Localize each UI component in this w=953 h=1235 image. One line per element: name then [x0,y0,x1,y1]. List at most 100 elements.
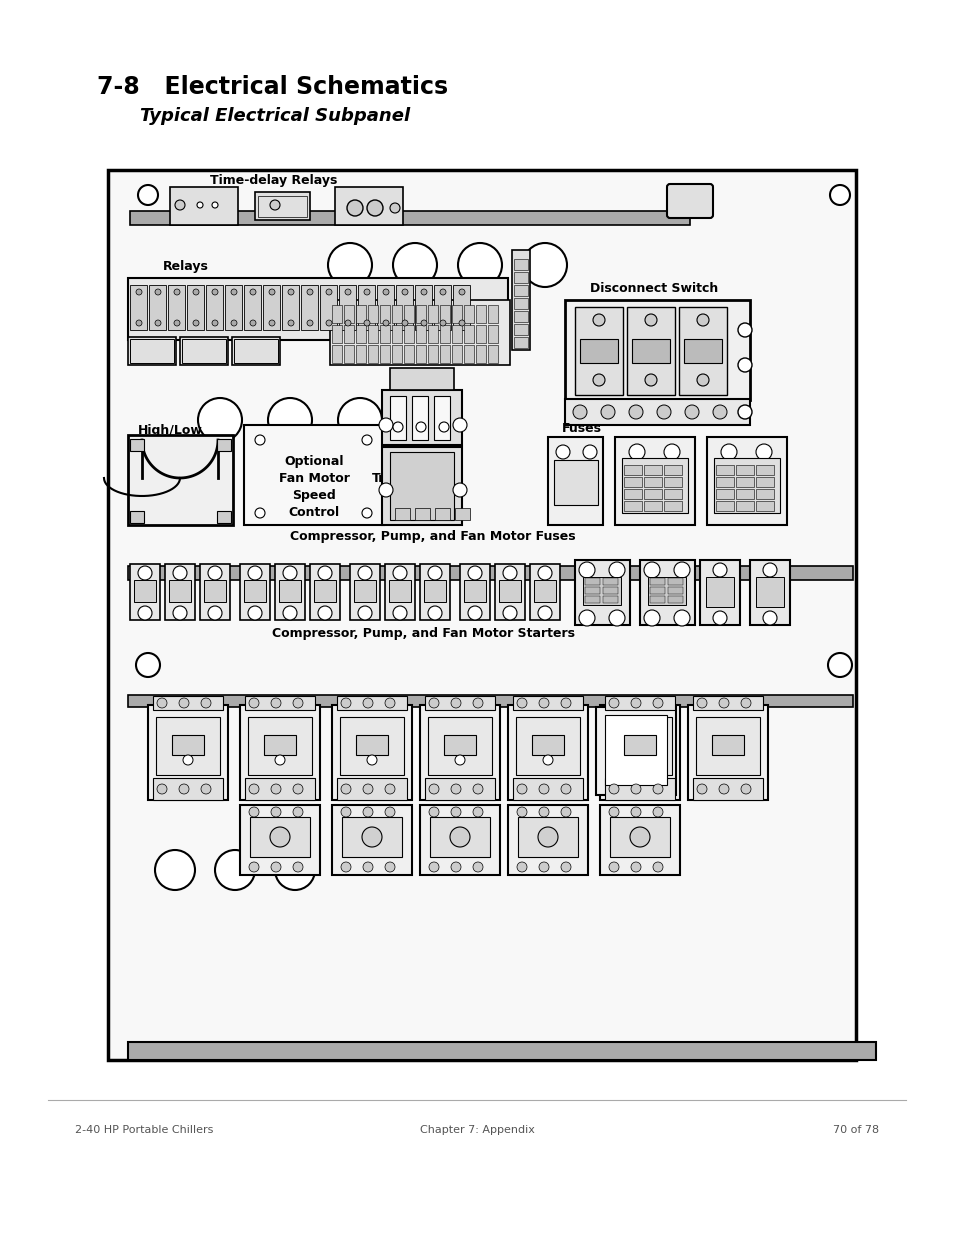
Text: T'stat: T'stat [138,438,178,452]
Circle shape [270,200,280,210]
Circle shape [271,784,281,794]
Bar [341,818,401,857]
Bar [314,580,335,601]
Bar [403,305,414,324]
Text: Compressor, Pump, and Fan Motor Starters: Compressor, Pump, and Fan Motor Starters [272,627,575,640]
Circle shape [293,698,303,708]
Circle shape [451,862,460,872]
Circle shape [393,422,402,432]
Bar [390,396,406,440]
Bar [390,452,454,520]
Circle shape [340,806,351,818]
Circle shape [712,405,726,419]
Bar [716,501,733,511]
Circle shape [345,289,351,295]
Bar [128,1042,875,1060]
Bar [514,311,527,322]
Bar [169,580,191,601]
Circle shape [451,698,460,708]
Bar [649,578,664,585]
Text: Optional
Fan Motor
Speed
Control: Optional Fan Motor Speed Control [278,454,349,519]
Circle shape [439,289,446,295]
Bar [128,337,175,366]
Bar [452,325,461,343]
Bar [455,508,470,520]
Bar [607,718,671,776]
Bar [713,458,780,513]
Bar [355,325,366,343]
Text: Relays: Relays [163,261,209,273]
Bar [216,438,231,451]
Circle shape [429,862,438,872]
Bar [206,285,223,330]
Circle shape [537,827,558,847]
Bar [379,345,390,363]
Bar [245,697,314,710]
Bar [584,578,599,585]
Bar [344,345,354,363]
Circle shape [673,562,689,578]
Circle shape [248,606,262,620]
Bar [647,577,685,605]
Circle shape [382,289,389,295]
Bar [379,325,390,343]
Bar [604,697,675,710]
Text: Control
Transformer: Control Transformer [372,454,457,485]
Bar [495,564,524,620]
Circle shape [173,320,180,326]
Bar [452,345,461,363]
Bar [463,580,485,601]
Circle shape [363,784,373,794]
Circle shape [367,200,382,216]
Circle shape [307,320,313,326]
Bar [700,559,740,625]
Bar [696,718,760,776]
Bar [599,805,679,876]
Bar [108,170,855,1060]
Circle shape [438,422,449,432]
Circle shape [271,862,281,872]
Bar [244,285,261,330]
Bar [200,564,230,620]
Circle shape [416,422,426,432]
Bar [679,308,726,395]
Bar [263,285,280,330]
Bar [507,705,587,800]
Circle shape [522,243,566,287]
Circle shape [274,850,314,890]
Bar [392,325,401,343]
Circle shape [608,862,618,872]
Circle shape [582,445,597,459]
Circle shape [473,862,482,872]
Bar [623,466,641,475]
Bar [336,778,407,800]
Bar [716,477,733,487]
Bar [428,345,437,363]
Circle shape [502,606,517,620]
Circle shape [249,862,258,872]
Circle shape [340,698,351,708]
Circle shape [560,806,571,818]
Circle shape [328,243,372,287]
Bar [514,259,527,270]
Bar [705,577,733,606]
Bar [692,697,762,710]
Bar [240,805,319,876]
Bar [250,818,310,857]
Bar [389,580,411,601]
Circle shape [307,289,313,295]
Bar [476,325,485,343]
Bar [357,285,375,330]
Bar [301,285,317,330]
Bar [244,580,266,601]
Bar [248,718,312,776]
Text: Fuses: Fuses [561,422,601,435]
Circle shape [453,417,467,432]
Bar [165,564,194,620]
Circle shape [208,606,222,620]
Bar [376,285,394,330]
Bar [424,778,495,800]
Bar [128,278,507,340]
Circle shape [458,320,464,326]
Circle shape [385,698,395,708]
